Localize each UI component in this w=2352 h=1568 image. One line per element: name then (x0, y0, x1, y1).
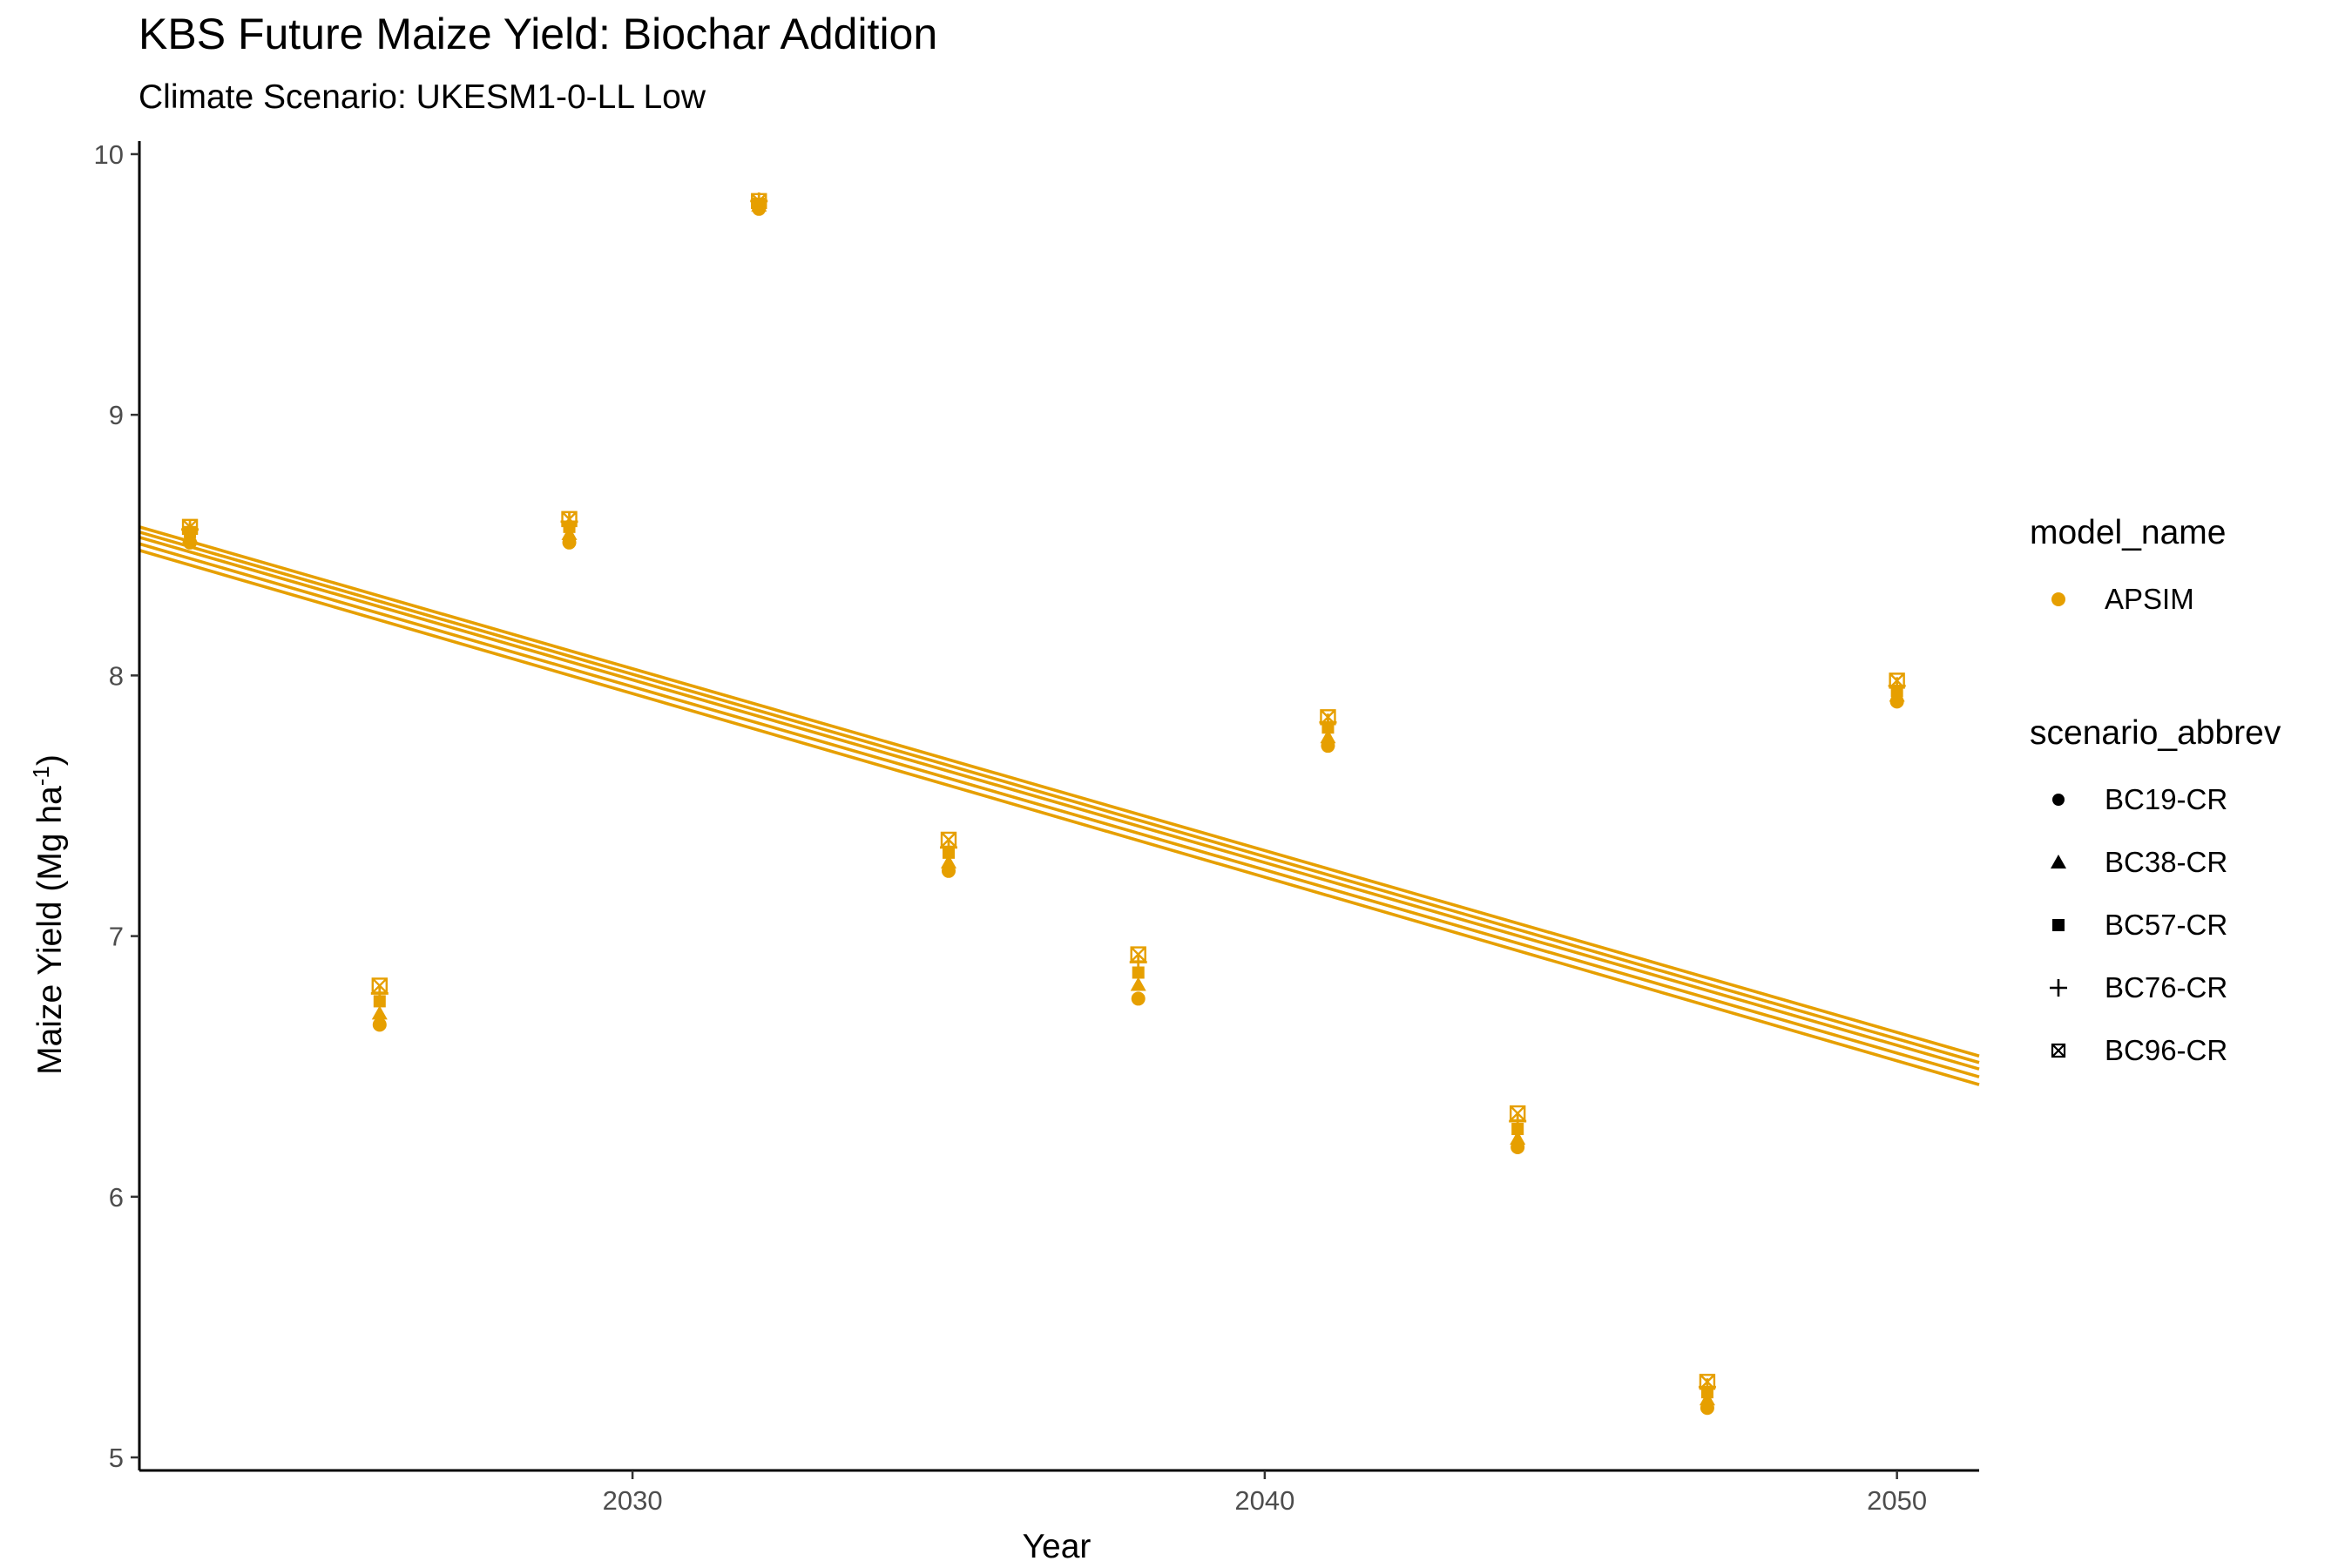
data-point-bc19-cr-2038 (1131, 991, 1146, 1006)
legend-marker-plus (2050, 979, 2067, 997)
y-tick-label-5: 5 (109, 1443, 124, 1473)
x-tick-label-2030: 2030 (603, 1485, 663, 1516)
legend-label-bc76: BC76-CR (2105, 971, 2228, 1004)
legend-key-bc96 (2051, 1043, 2066, 1058)
data-point-bc19-cr-2026 (372, 1017, 387, 1032)
y-axis-title: Maize Yield (Mg ha-1) (28, 754, 69, 1075)
y-tick-label-6: 6 (109, 1182, 124, 1213)
trend-line-bc38-cr (139, 542, 1980, 1078)
legend-item-bc19: BC19-CR (2030, 768, 2281, 831)
data-point-bc96-cr-2032 (751, 193, 767, 210)
legend-label-apsim: APSIM (2105, 583, 2194, 615)
legend-key-bc19 (2052, 794, 2065, 806)
chart-title: KBS Future Maize Yield: Biochar Addition (139, 10, 938, 58)
legend-item-bc57: BC57-CR (2030, 894, 2281, 956)
color-legend: model_name APSIM (2030, 514, 2226, 631)
data-point-bc96-cr-2023 (181, 518, 199, 536)
data-point-bc96-cr-2044 (1509, 1105, 1526, 1122)
legend-key-bc38 (2051, 855, 2066, 868)
y-axis-title-main: Maize Yield (Mg ha (31, 786, 69, 1075)
y-tick-label-8: 8 (109, 660, 124, 691)
legend-marker-circle (2051, 592, 2065, 606)
trend-lines (139, 525, 1980, 1086)
legend-label-bc38: BC38-CR (2105, 846, 2228, 878)
legend-key-apsim (2051, 592, 2065, 606)
data-point-bc96-cr-2035 (940, 831, 957, 848)
legend-item-apsim: APSIM (2030, 568, 2226, 631)
y-axis-title-sup: -1 (28, 766, 54, 786)
data-point-bc96-cr-2026 (371, 977, 388, 994)
data-point-bc76-cr-2023 (181, 520, 199, 538)
legend-label-bc96: BC96-CR (2105, 1034, 2228, 1066)
legend-item-bc96: BC96-CR (2030, 1019, 2281, 1082)
legend-marker-circle (2052, 794, 2065, 806)
data-point-bc96-cr-2029 (561, 510, 578, 528)
data-point-bc57-cr-2038 (1132, 966, 1145, 979)
legend-marker-triangle (2051, 855, 2066, 868)
y-tick-label-10: 10 (94, 139, 124, 170)
legend-key-bc76 (2050, 979, 2067, 997)
trend-line-bc19-cr (139, 549, 1980, 1086)
axes: 5 6 7 8 9 10 2030 2040 2050 (94, 139, 1979, 1516)
trend-line-bc76-cr (139, 531, 1980, 1064)
data-point-bc38-cr-2041 (1320, 729, 1336, 744)
color-legend-title: model_name (2030, 514, 2227, 551)
data-point-bc76-cr-2029 (560, 512, 578, 531)
chart-subtitle: Climate Scenario: UKESM1-0-LL Low (139, 78, 706, 116)
trend-line-bc57-cr (139, 536, 1980, 1071)
x-tick-label-2040: 2040 (1234, 1485, 1294, 1516)
data-point-bc38-cr-2035 (940, 854, 956, 868)
legend-item-bc76: BC76-CR (2030, 956, 2281, 1019)
y-axis-title-close: ) (31, 754, 69, 766)
x-tick-label-2050: 2050 (1867, 1485, 1927, 1516)
y-tick-label-9: 9 (109, 400, 124, 430)
shape-legend: scenario_abbrev BC19-CR BC38-CR BC57-CR … (2030, 714, 2281, 1082)
legend-marker-boxed-x-cross (2051, 1044, 2065, 1058)
legend-key-bc57 (2052, 919, 2065, 931)
shape-legend-title: scenario_abbrev (2030, 714, 2281, 752)
legend-label-bc19: BC19-CR (2105, 783, 2228, 815)
data-point-bc38-cr-2026 (371, 1005, 388, 1020)
data-point-bc38-cr-2044 (1510, 1130, 1526, 1145)
x-axis-title: Year (1023, 1528, 1092, 1565)
legend-label-bc57: BC57-CR (2105, 909, 2228, 941)
data-point-bc38-cr-2038 (1130, 977, 1146, 991)
legend-marker-boxed-x (2051, 1043, 2066, 1058)
legend-marker-square (2052, 919, 2065, 931)
legend-item-bc38: BC38-CR (2030, 831, 2281, 894)
data-point-bc96-cr-2038 (1130, 946, 1146, 963)
data-point-bc96-cr-2041 (1320, 709, 1336, 726)
data-points (181, 192, 1906, 1416)
data-point-bc96-cr-2050 (1889, 672, 1905, 689)
data-point-bc96-cr-2047 (1699, 1374, 1716, 1390)
y-tick-label-7: 7 (109, 922, 124, 952)
trend-line-bc96-cr (139, 525, 1980, 1058)
